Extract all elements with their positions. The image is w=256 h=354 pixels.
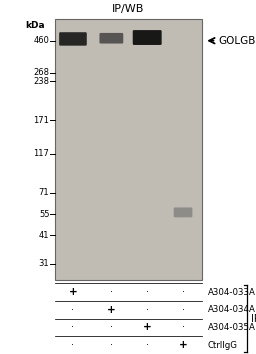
Text: CtrlIgG: CtrlIgG <box>208 341 238 350</box>
Text: IP/WB: IP/WB <box>112 4 144 14</box>
Text: ·: · <box>110 287 113 297</box>
Text: ·: · <box>146 340 149 350</box>
Text: +: + <box>143 322 152 332</box>
Text: ·: · <box>71 340 74 350</box>
Text: 171: 171 <box>34 116 49 125</box>
Text: A304-034A: A304-034A <box>208 305 256 314</box>
Text: 31: 31 <box>39 259 49 268</box>
Text: ·: · <box>110 340 113 350</box>
FancyBboxPatch shape <box>174 207 193 217</box>
Text: +: + <box>107 305 116 315</box>
Text: A304-035A: A304-035A <box>208 323 256 332</box>
Text: 41: 41 <box>39 231 49 240</box>
Text: 71: 71 <box>39 188 49 198</box>
Text: GOLGB1: GOLGB1 <box>218 36 256 46</box>
Text: IP: IP <box>251 314 256 324</box>
FancyBboxPatch shape <box>133 30 162 45</box>
FancyBboxPatch shape <box>99 33 123 44</box>
Text: ·: · <box>71 305 74 315</box>
Bar <box>55 19 202 280</box>
Text: ·: · <box>182 322 185 332</box>
Text: A304-033A: A304-033A <box>208 287 256 297</box>
Text: ·: · <box>182 287 185 297</box>
FancyBboxPatch shape <box>59 32 87 46</box>
Text: 460: 460 <box>34 36 49 45</box>
Text: ·: · <box>146 287 149 297</box>
Text: ·: · <box>110 322 113 332</box>
Text: ·: · <box>146 305 149 315</box>
Text: ·: · <box>182 305 185 315</box>
Text: kDa: kDa <box>25 21 45 30</box>
Text: 117: 117 <box>34 149 49 159</box>
Text: +: + <box>179 340 187 350</box>
Text: 55: 55 <box>39 210 49 219</box>
Text: 268: 268 <box>33 68 49 77</box>
Text: +: + <box>69 287 77 297</box>
Text: ·: · <box>71 322 74 332</box>
Text: 238: 238 <box>33 77 49 86</box>
